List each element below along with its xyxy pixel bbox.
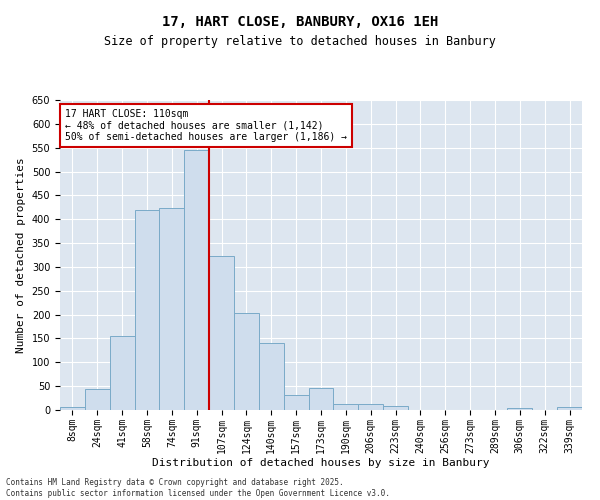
Text: 17 HART CLOSE: 110sqm
← 48% of detached houses are smaller (1,142)
50% of semi-d: 17 HART CLOSE: 110sqm ← 48% of detached … [65,110,347,142]
Bar [184,150,209,410]
Bar [234,313,259,410]
Bar [284,394,308,410]
Bar [60,406,85,410]
Bar [557,407,582,410]
X-axis label: Distribution of detached houses by size in Banbury: Distribution of detached houses by size … [152,458,490,468]
Bar [308,388,334,410]
Bar [134,210,160,410]
Y-axis label: Number of detached properties: Number of detached properties [16,157,26,353]
Bar [85,388,110,410]
Bar [383,406,408,410]
Text: Size of property relative to detached houses in Banbury: Size of property relative to detached ho… [104,35,496,48]
Bar [508,408,532,410]
Bar [110,336,134,410]
Bar [160,208,184,410]
Text: 17, HART CLOSE, BANBURY, OX16 1EH: 17, HART CLOSE, BANBURY, OX16 1EH [162,15,438,29]
Bar [259,343,284,410]
Text: Contains HM Land Registry data © Crown copyright and database right 2025.
Contai: Contains HM Land Registry data © Crown c… [6,478,390,498]
Bar [334,404,358,410]
Bar [209,256,234,410]
Bar [358,404,383,410]
